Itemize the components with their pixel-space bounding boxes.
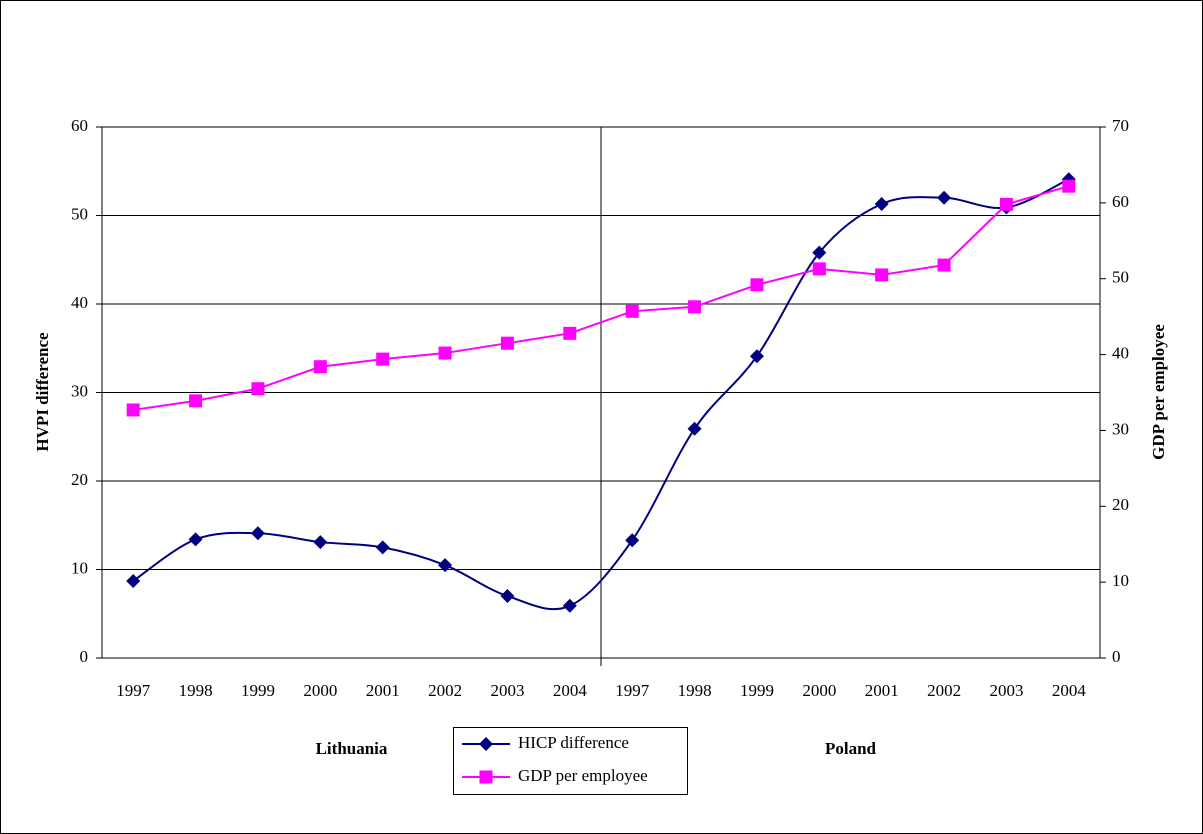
marker xyxy=(313,535,328,550)
marker xyxy=(376,352,390,366)
x-tick-label: 2002 xyxy=(428,681,462,700)
marker xyxy=(625,304,639,318)
y2-tick-label: 0 xyxy=(1112,647,1121,666)
marker xyxy=(1062,179,1076,193)
marker xyxy=(563,326,577,340)
x-tick-label: 1999 xyxy=(241,681,275,700)
series-line xyxy=(133,185,1070,411)
y-tick-label: 0 xyxy=(80,647,89,666)
marker xyxy=(937,190,952,205)
y2-tick-label: 50 xyxy=(1112,268,1129,287)
marker xyxy=(750,278,764,292)
x-tick-label: 2001 xyxy=(366,681,400,700)
y2-tick-label: 20 xyxy=(1112,495,1129,514)
group-label: Poland xyxy=(825,739,877,758)
x-tick-label: 2003 xyxy=(989,681,1023,700)
marker xyxy=(999,197,1013,211)
x-tick-label: 2000 xyxy=(802,681,836,700)
y-tick-label: 60 xyxy=(71,116,88,135)
x-tick-label: 2001 xyxy=(865,681,899,700)
y-tick-label: 50 xyxy=(71,204,88,223)
marker xyxy=(562,598,577,613)
x-tick-label: 1997 xyxy=(615,681,650,700)
marker xyxy=(812,245,827,260)
group-label: Lithuania xyxy=(316,739,388,758)
marker xyxy=(500,589,515,604)
x-tick-label: 2004 xyxy=(553,681,588,700)
marker xyxy=(375,540,390,555)
x-tick-label: 1998 xyxy=(179,681,213,700)
marker xyxy=(749,349,764,364)
legend: HICP difference GDP per employee xyxy=(453,727,688,795)
y-tick-label: 30 xyxy=(71,381,88,400)
y-tick-label: 10 xyxy=(71,558,88,577)
marker xyxy=(438,558,453,573)
x-tick-label: 1997 xyxy=(116,681,151,700)
y-tick-label: 40 xyxy=(71,293,88,312)
marker xyxy=(812,262,826,276)
y-axis-title: HVPI difference xyxy=(33,332,52,452)
marker xyxy=(937,258,951,272)
y2-tick-label: 40 xyxy=(1112,343,1129,362)
marker xyxy=(875,268,889,282)
legend-marker xyxy=(479,737,493,751)
y2-axis-title: GDP per employee xyxy=(1149,324,1168,460)
marker xyxy=(188,532,203,547)
y-tick-label: 20 xyxy=(71,470,88,489)
y2-tick-label: 60 xyxy=(1112,192,1129,211)
marker xyxy=(687,421,702,436)
marker xyxy=(874,196,889,211)
marker xyxy=(500,336,514,350)
marker xyxy=(189,394,203,408)
x-tick-label: 2000 xyxy=(303,681,337,700)
y2-tick-label: 70 xyxy=(1112,116,1129,135)
marker xyxy=(251,382,265,396)
legend-label: HICP difference xyxy=(518,733,629,752)
marker xyxy=(688,300,702,314)
legend-label: GDP per employee xyxy=(518,766,648,785)
x-tick-label: 2004 xyxy=(1052,681,1087,700)
x-tick-label: 2002 xyxy=(927,681,961,700)
marker xyxy=(126,403,140,417)
marker xyxy=(313,360,327,374)
x-tick-label: 1998 xyxy=(678,681,712,700)
legend-marker xyxy=(479,770,493,784)
y2-tick-label: 10 xyxy=(1112,571,1129,590)
marker xyxy=(126,574,141,589)
x-tick-label: 2003 xyxy=(490,681,524,700)
marker xyxy=(625,533,640,548)
marker xyxy=(438,346,452,360)
marker xyxy=(250,526,265,541)
y2-tick-label: 30 xyxy=(1112,419,1129,438)
x-tick-label: 1999 xyxy=(740,681,774,700)
